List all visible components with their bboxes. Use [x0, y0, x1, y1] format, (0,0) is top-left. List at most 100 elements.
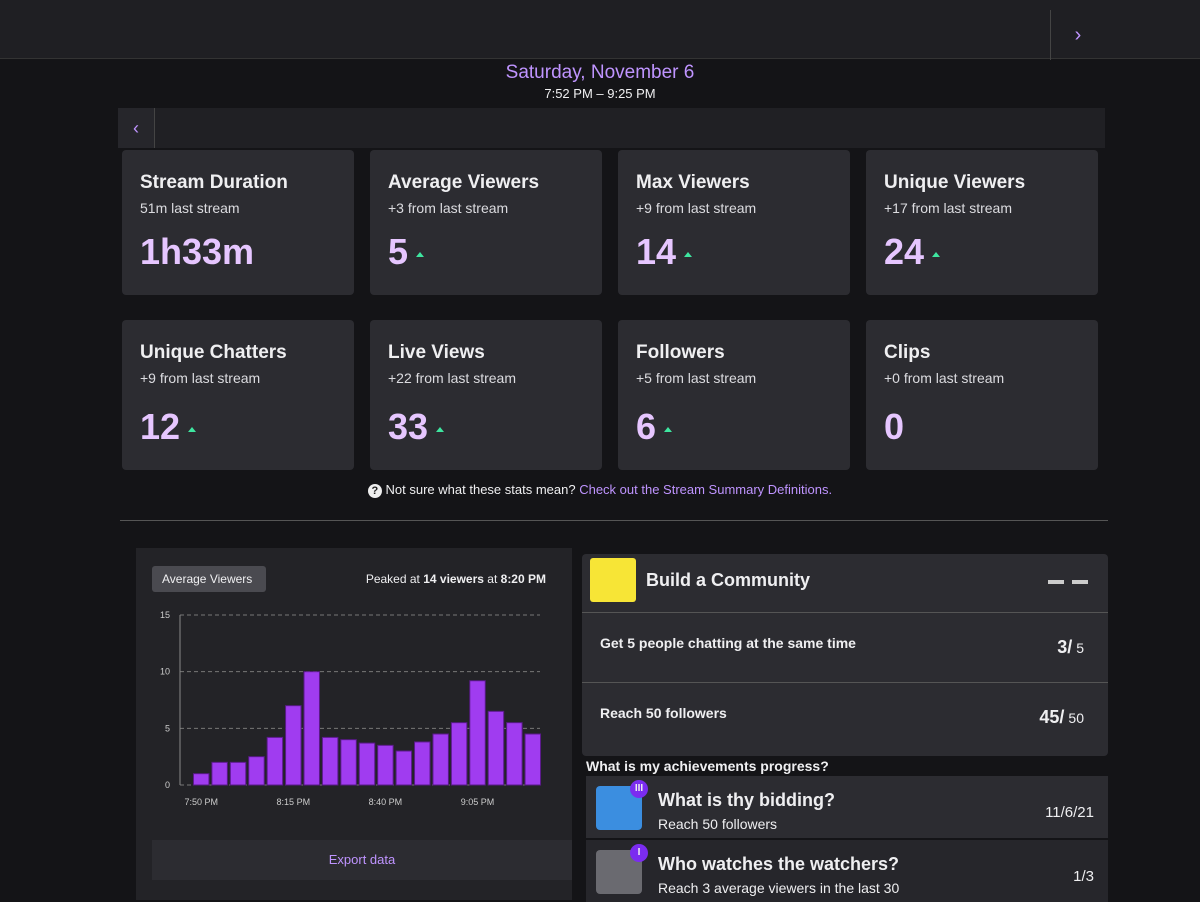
- bar: [432, 733, 449, 786]
- help-icon: ?: [367, 484, 382, 498]
- peak-part: 14 viewers: [423, 572, 484, 586]
- stat-value: 6: [636, 406, 657, 447]
- help-text: Not sure what these stats mean?: [385, 482, 576, 497]
- goal-current: 3/: [1057, 637, 1073, 657]
- bar: [450, 722, 468, 786]
- help-link[interactable]: Check out the Stream Summary Definitions…: [579, 482, 833, 497]
- stat-subtitle: +22 from last stream: [388, 370, 516, 386]
- bar: [229, 761, 247, 786]
- stat-title: Average Viewers: [388, 172, 540, 193]
- divider: [120, 520, 1108, 521]
- goal-current: 45/: [1039, 707, 1065, 727]
- bar: [414, 741, 431, 786]
- goal-row: Get 5 people chatting at the same time 3/…: [582, 612, 1108, 677]
- bar: [487, 710, 505, 786]
- bar: [340, 739, 357, 786]
- help-line: ? Not sure what these stats mean? Check …: [0, 482, 1200, 498]
- bar: [469, 680, 486, 786]
- stat-subtitle: +5 from last stream: [636, 370, 757, 386]
- trend-up-icon: [416, 252, 425, 257]
- stat-title: Followers: [636, 342, 725, 363]
- achievement-badge: I: [630, 844, 648, 862]
- trend-up-icon: [188, 427, 197, 432]
- top-bar: [0, 0, 1200, 59]
- bar: [377, 744, 394, 786]
- goal-icon: [590, 558, 636, 602]
- peak-part: 8:20 PM: [500, 572, 546, 586]
- stat-card: Unique Viewers +17 from last stream 24: [866, 150, 1098, 295]
- stat-card: Max Viewers +9 from last stream 14: [618, 150, 850, 295]
- achievement-title: Who watches the watchers?: [658, 854, 900, 874]
- stat-value: 24: [884, 231, 925, 272]
- stat-card: Stream Duration 51m last stream 1h33m: [122, 150, 354, 295]
- stat-card: Average Viewers +3 from last stream 5: [370, 150, 602, 295]
- metric-selector[interactable]: Average Viewers: [152, 566, 266, 592]
- achievement-subtitle: Reach 3 average viewers in the last 30: [658, 880, 900, 896]
- bar: [211, 761, 228, 786]
- y-tick-label: 5: [165, 723, 170, 733]
- peak-part: at: [487, 572, 498, 586]
- goal-menu[interactable]: [1048, 580, 1088, 584]
- stat-subtitle: +3 from last stream: [388, 200, 509, 216]
- stat-title: Unique Viewers: [884, 172, 1026, 193]
- stat-subtitle: 51m last stream: [140, 200, 240, 216]
- trend-up-icon: [932, 252, 941, 257]
- date: Saturday, November 6: [505, 62, 695, 83]
- next-day-button[interactable]: ›: [1050, 10, 1105, 60]
- bar: [192, 773, 210, 786]
- achievement-title: What is thy bidding?: [658, 790, 835, 810]
- bar: [285, 705, 302, 786]
- stat-title: Live Views: [388, 342, 485, 363]
- stat-title: Clips: [884, 342, 931, 363]
- trend-up-icon: [436, 427, 445, 432]
- export-link[interactable]: Export data: [328, 852, 396, 867]
- achievements-heading: What is my achievements progress?: [586, 758, 829, 774]
- goal-progress: 3/5: [1057, 637, 1084, 658]
- peak-part: Peaked at: [365, 572, 420, 586]
- chart-panel: Average Viewers Peaked at 14 viewers at …: [136, 548, 572, 900]
- goal-title: Build a Community: [646, 570, 811, 590]
- stat-subtitle: +17 from last stream: [884, 200, 1012, 216]
- goal-panel: Build a Community Get 5 people chatting …: [582, 554, 1108, 756]
- nav-strip: [155, 108, 1105, 148]
- achievement-row: I Who watches the watchers? Reach 3 averag…: [586, 840, 1108, 902]
- stat-card: Followers +5 from last stream 6: [618, 320, 850, 470]
- stat-value: 0: [884, 406, 905, 447]
- stat-subtitle: +9 from last stream: [140, 370, 261, 386]
- prev-day-button[interactable]: ‹: [118, 108, 155, 148]
- x-tick-label: 9:05 PM: [461, 797, 495, 807]
- stat-value: 33: [388, 406, 429, 447]
- stat-subtitle: +0 from last stream: [884, 370, 1005, 386]
- bar: [524, 733, 542, 786]
- y-tick-label: 0: [165, 780, 170, 790]
- achievement-status: 11/6/21: [1045, 804, 1094, 821]
- trend-up-icon: [664, 427, 673, 432]
- time-range: 7:52 PM – 9:25 PM: [544, 86, 656, 101]
- goal-row: Reach 50 followers 45/50: [582, 682, 1108, 747]
- peak-text: Peaked at 14 viewers at 8:20 PM: [366, 572, 546, 586]
- goal-progress: 45/50: [1039, 707, 1084, 728]
- stat-subtitle: +9 from last stream: [636, 200, 757, 216]
- y-tick-label: 10: [160, 667, 170, 677]
- stat-title: Stream Duration: [140, 172, 288, 193]
- x-tick-label: 8:15 PM: [277, 797, 311, 807]
- bar: [266, 736, 284, 786]
- bar-chart: 0 5 10 15 7:50 PM 8:15 PM 8:40 PM 9:05 PM: [160, 610, 542, 807]
- stat-card: Clips +0 from last stream 0: [866, 320, 1098, 470]
- stat-card: Unique Chatters +9 from last stream 12: [122, 320, 354, 470]
- goal-total: 50: [1068, 710, 1084, 726]
- bar: [248, 756, 265, 786]
- bar: [358, 742, 376, 786]
- stat-value: 12: [140, 406, 181, 447]
- stat-value: 1h33m: [140, 231, 255, 272]
- trend-up-icon: [684, 252, 693, 257]
- achievement-row: III What is thy bidding? Reach 50 follower…: [586, 776, 1108, 838]
- export-bar: [152, 840, 572, 880]
- x-tick-label: 7:50 PM: [184, 797, 218, 807]
- stat-title: Unique Chatters: [140, 342, 287, 363]
- bar: [395, 750, 413, 786]
- achievement-badge: III: [630, 780, 648, 798]
- stat-value: 5: [388, 231, 409, 272]
- bar: [303, 671, 320, 786]
